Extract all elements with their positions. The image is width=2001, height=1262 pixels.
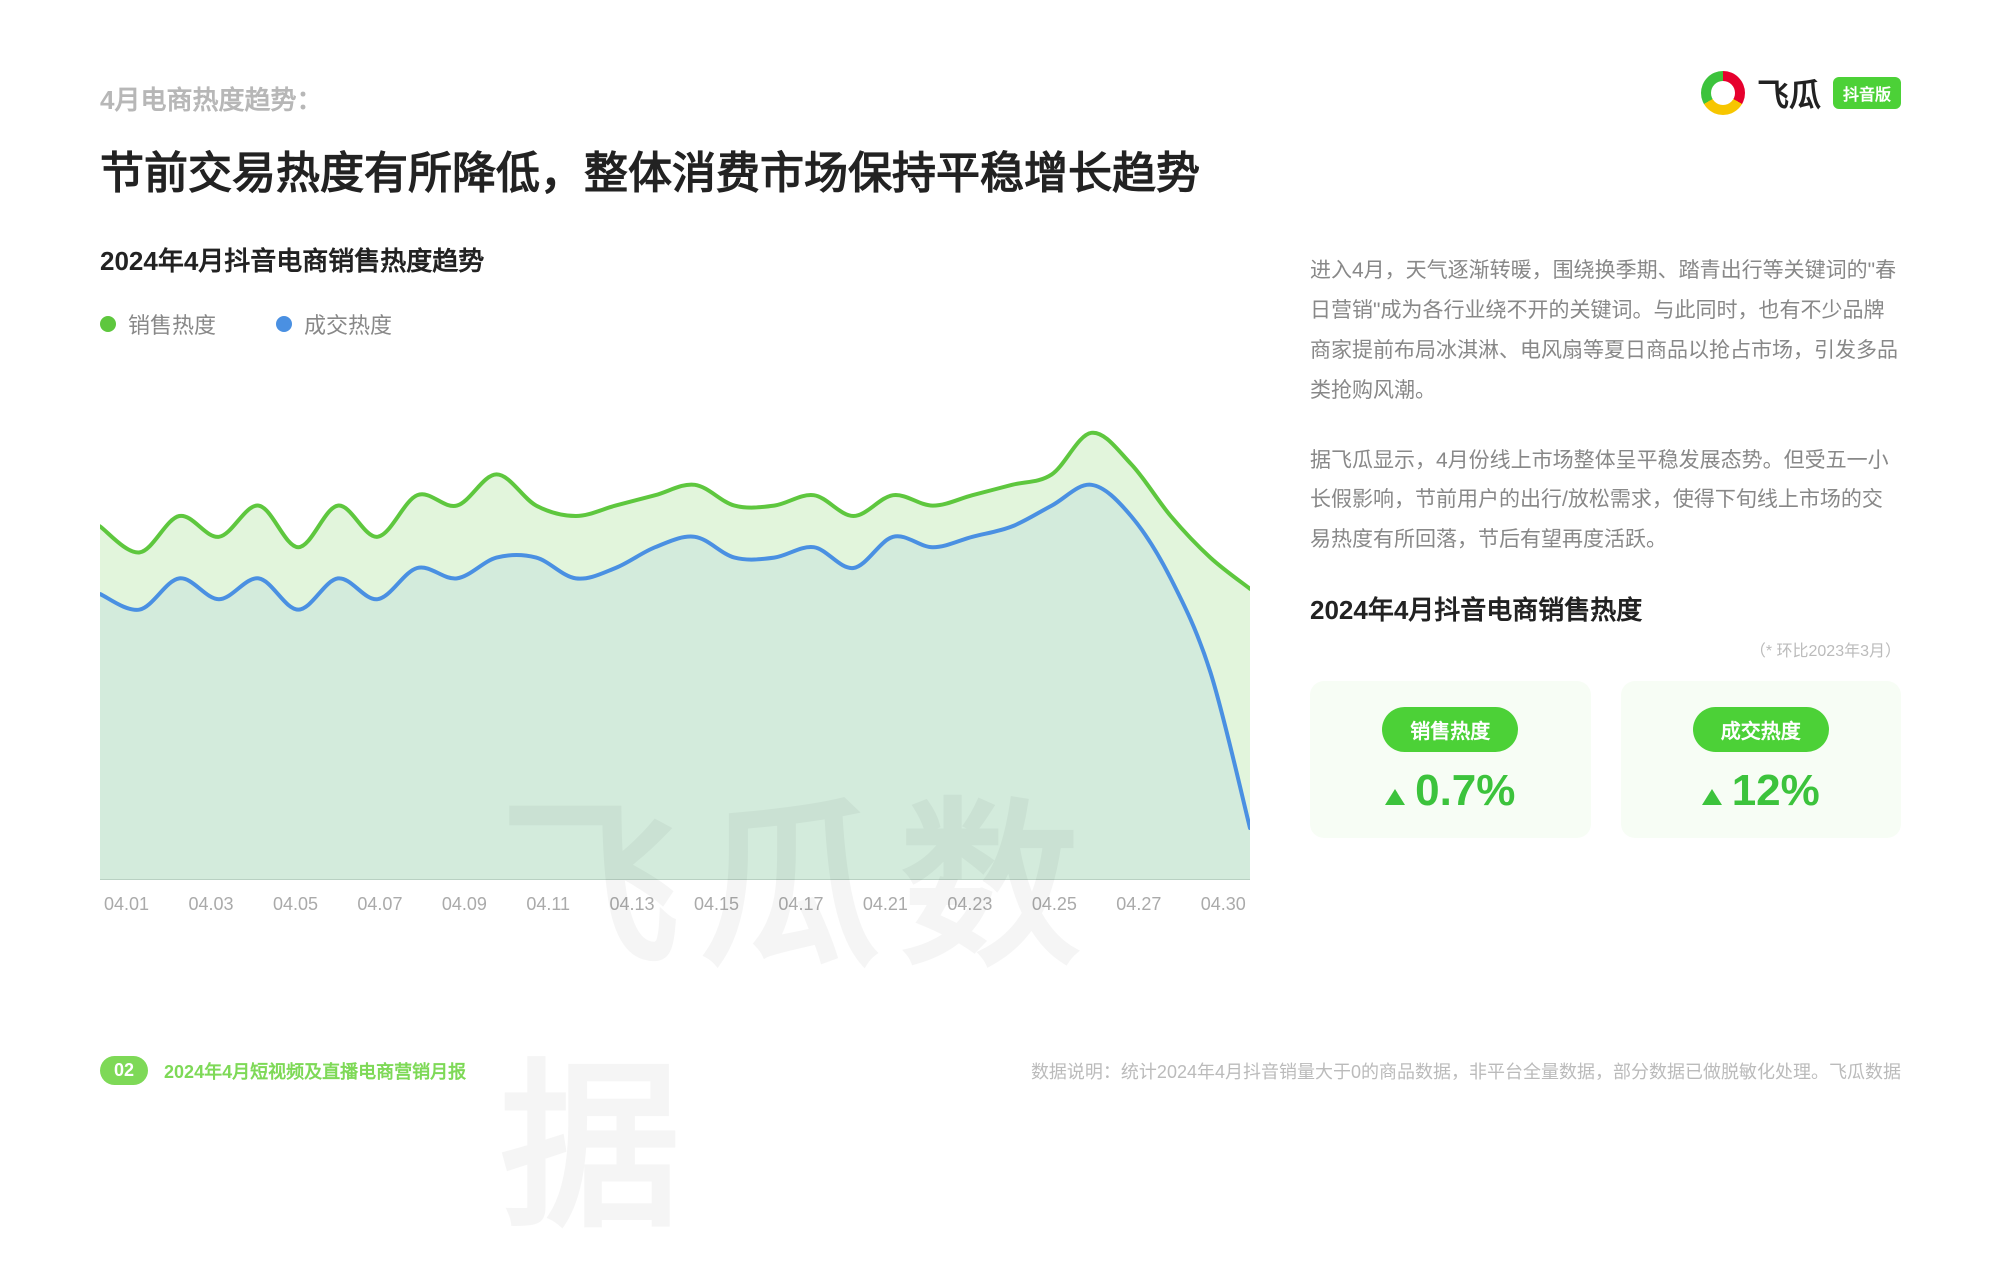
- feigua-logo-icon: [1701, 71, 1745, 115]
- metrics-title: 2024年4月抖音电商销售热度: [1310, 590, 1901, 627]
- footer-report-title: 2024年4月短视频及直播电商营销月报: [164, 1058, 466, 1084]
- description-paragraph-1: 进入4月，天气逐渐转暖，围绕换季期、踏青出行等关键词的"春日营销"成为各行业绕不…: [1310, 251, 1901, 411]
- page-number: 02: [100, 1056, 148, 1085]
- metric-number-deal: 12%: [1732, 766, 1820, 816]
- footer-source-note: 数据说明：统计2024年4月抖音销量大于0的商品数据，非平台全量数据，部分数据已…: [1031, 1058, 1901, 1084]
- x-axis-tick: 04.17: [778, 894, 823, 915]
- metric-card-sales: 销售热度 0.7%: [1310, 681, 1591, 838]
- metric-number-sales: 0.7%: [1415, 766, 1515, 816]
- metric-card-deal: 成交热度 12%: [1621, 681, 1902, 838]
- side-column: 进入4月，天气逐渐转暖，围绕换季期、踏青出行等关键词的"春日营销"成为各行业绕不…: [1310, 241, 1901, 915]
- x-axis-tick: 04.23: [947, 894, 992, 915]
- x-axis-tick: 04.25: [1032, 894, 1077, 915]
- legend-dot-sales: [100, 316, 116, 332]
- legend-dot-deal: [276, 316, 292, 332]
- brand-name: 飞瓜: [1757, 70, 1821, 116]
- x-axis-tick: 04.27: [1116, 894, 1161, 915]
- x-axis-tick: 04.15: [694, 894, 739, 915]
- chart-canvas: 飞瓜数据: [100, 360, 1250, 880]
- chart-legend: 销售热度 成交热度: [100, 308, 1250, 340]
- up-triangle-icon: [1385, 789, 1405, 805]
- x-axis-tick: 04.01: [104, 894, 149, 915]
- chart-title: 2024年4月抖音电商销售热度趋势: [100, 241, 1250, 278]
- x-axis-tick: 04.11: [526, 894, 570, 915]
- content-row: 2024年4月抖音电商销售热度趋势 销售热度 成交热度 飞瓜数据 04.0104…: [100, 241, 1901, 915]
- page-footer: 02 2024年4月短视频及直播电商营销月报 数据说明：统计2024年4月抖音销…: [100, 1056, 1901, 1085]
- x-axis-tick: 04.09: [442, 894, 487, 915]
- x-axis-tick: 04.07: [357, 894, 402, 915]
- chart-column: 2024年4月抖音电商销售热度趋势 销售热度 成交热度 飞瓜数据 04.0104…: [100, 241, 1250, 915]
- metric-value-deal: 12%: [1641, 766, 1882, 816]
- x-axis-tick: 04.05: [273, 894, 318, 915]
- x-axis-tick: 04.30: [1201, 894, 1246, 915]
- legend-label-sales: 销售热度: [128, 308, 216, 340]
- legend-item-deal: 成交热度: [276, 308, 392, 340]
- x-axis-tick: 04.03: [188, 894, 233, 915]
- description-paragraph-2: 据飞瓜显示，4月份线上市场整体呈平稳发展态势。但受五一小长假影响，节前用户的出行…: [1310, 441, 1901, 561]
- legend-item-sales: 销售热度: [100, 308, 216, 340]
- page-title: 节前交易热度有所降低，整体消费市场保持平稳增长趋势: [100, 137, 1901, 201]
- metrics-row: 销售热度 0.7% 成交热度 12%: [1310, 681, 1901, 838]
- x-axis-tick: 04.21: [863, 894, 908, 915]
- page-subtitle: 4月电商热度趋势：: [100, 80, 1901, 117]
- brand-badge: 抖音版: [1833, 77, 1901, 109]
- metrics-note: （* 环比2023年3月）: [1310, 637, 1901, 661]
- metric-badge-sales: 销售热度: [1382, 707, 1518, 752]
- metric-value-sales: 0.7%: [1330, 766, 1571, 816]
- x-axis-tick: 04.13: [609, 894, 654, 915]
- legend-label-deal: 成交热度: [304, 308, 392, 340]
- report-page: 飞瓜 抖音版 4月电商热度趋势： 节前交易热度有所降低，整体消费市场保持平稳增长…: [0, 0, 2001, 1125]
- up-triangle-icon: [1702, 789, 1722, 805]
- brand-logo-area: 飞瓜 抖音版: [1701, 70, 1901, 116]
- metric-badge-deal: 成交热度: [1693, 707, 1829, 752]
- chart-x-axis: 04.01 04.03 04.05 04.07 04.09 04.11 04.13 04.15…: [100, 894, 1250, 915]
- line-chart-svg: [100, 360, 1250, 880]
- footer-left: 02 2024年4月短视频及直播电商营销月报: [100, 1056, 466, 1085]
